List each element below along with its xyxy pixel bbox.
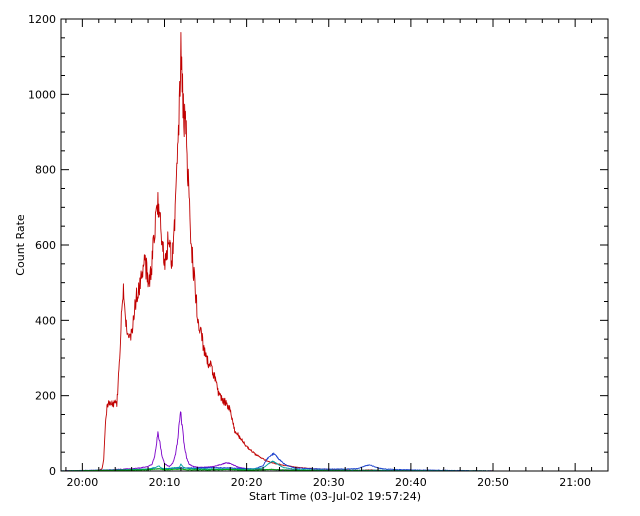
series-line-1 — [60, 32, 494, 472]
ticks-layer — [61, 18, 609, 472]
series-layer — [60, 32, 494, 472]
x-tick-label: 21:00 — [559, 476, 591, 489]
x-axis-label: Start Time (03-Jul-02 19:57:24) — [249, 490, 421, 503]
series-line-3 — [60, 452, 494, 472]
y-tick-label: 0 — [49, 465, 56, 478]
x-tick-label: 20:30 — [313, 476, 345, 489]
y-tick-label: 400 — [35, 314, 56, 327]
y-tick-label: 600 — [35, 239, 56, 252]
y-tick-label: 800 — [35, 164, 56, 177]
x-tick-label: 20:50 — [477, 476, 509, 489]
x-tick-label: 20:00 — [67, 476, 99, 489]
y-tick-label: 200 — [35, 390, 56, 403]
labels-layer: 0 200 400 600 800 1000 1200 20:00 20:10 20:20 20:3… — [28, 13, 591, 489]
y-axis-label: Count Rate — [14, 214, 27, 276]
y-tick-label: 1000 — [28, 88, 56, 101]
y-tick-label: 1200 — [28, 13, 56, 26]
plot-frame — [60, 18, 609, 472]
x-tick-label: 20:20 — [231, 476, 263, 489]
x-tick-label: 20:10 — [149, 476, 181, 489]
x-tick-label: 20:40 — [395, 476, 427, 489]
series-line-2 — [60, 411, 494, 472]
